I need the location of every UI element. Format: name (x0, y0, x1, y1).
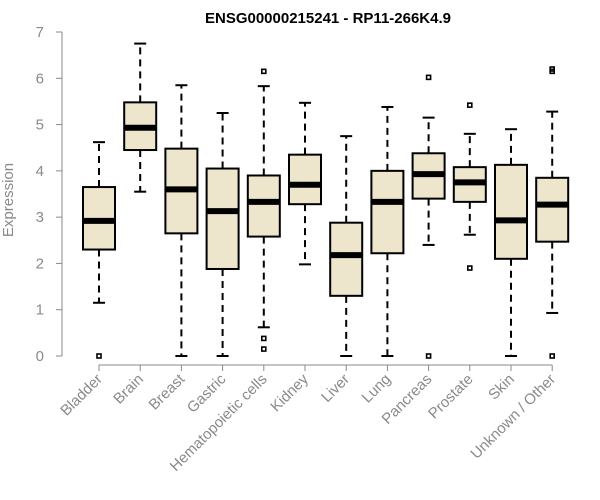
y-tick-label: 5 (36, 117, 44, 134)
y-tick-label: 6 (36, 70, 44, 87)
x-tick-label: Skin (485, 371, 518, 404)
y-tick-label: 3 (36, 209, 44, 226)
outlier-point (549, 66, 556, 72)
box-iqr (494, 163, 528, 260)
y-tick-label: 1 (36, 302, 44, 319)
outlier-point (425, 353, 432, 359)
outlier-point (425, 74, 432, 81)
outlier-point (96, 353, 102, 359)
box-group (535, 66, 570, 359)
y-axis-label: Expression (0, 163, 17, 237)
box-group (494, 128, 528, 357)
box-group (164, 84, 199, 357)
box-iqr (370, 169, 405, 255)
box-group (205, 112, 240, 357)
outlier-point (549, 353, 556, 359)
y-tick-label: 2 (36, 255, 44, 272)
y-tick-label: 0 (36, 348, 44, 365)
x-tick-label: Brain (110, 371, 147, 408)
box-group (123, 42, 158, 193)
box-group (82, 141, 116, 359)
box-iqr (288, 153, 322, 206)
box-iqr (329, 221, 364, 297)
box-group (411, 74, 446, 359)
y-tick-label: 4 (36, 163, 44, 180)
outlier-point (466, 102, 473, 108)
outlier-point (260, 335, 267, 342)
box-group (246, 68, 281, 352)
x-tick-label: Kidney (267, 370, 312, 415)
box-iqr (246, 174, 281, 238)
outlier-point (260, 68, 267, 75)
x-tick-label: Breast (146, 370, 189, 413)
outlier-point (466, 265, 473, 271)
y-tick-label: 7 (36, 24, 44, 41)
boxes (82, 42, 570, 359)
box-group (452, 102, 487, 271)
y-axis: 0 1 2 3 4 5 6 7 (36, 24, 63, 365)
box-iqr (535, 176, 570, 243)
box-group (329, 135, 364, 357)
chart-title: ENSG00000215241 - RP11-266K4.9 (205, 10, 451, 27)
box-iqr (205, 167, 240, 270)
box-group (288, 101, 322, 266)
outlier-point (260, 346, 267, 352)
x-tick-label: Prostate (425, 371, 477, 423)
x-tick-label: Liver (318, 371, 353, 406)
x-tick-label: Lung (359, 371, 395, 407)
box-group (370, 105, 405, 357)
x-tick-label: Bladder (57, 371, 106, 420)
